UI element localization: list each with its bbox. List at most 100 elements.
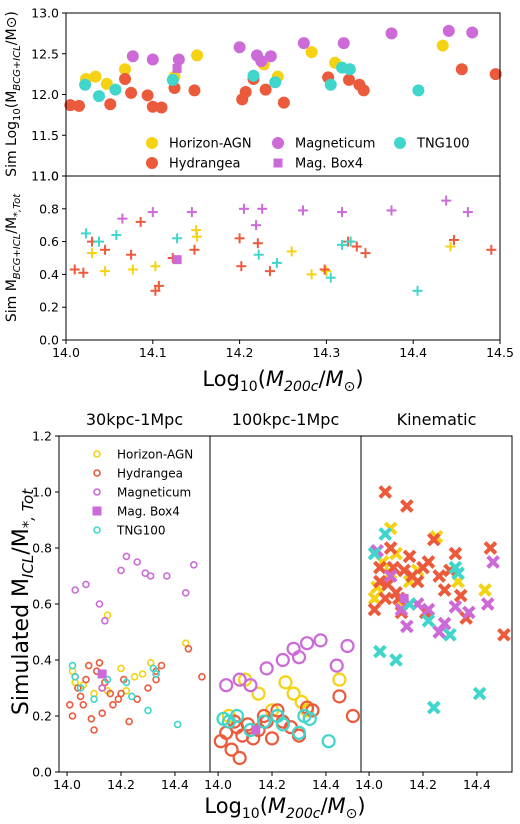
- sub0-point-3-3: [90, 695, 98, 704]
- bot-legend-label-2: Magneticum: [117, 486, 191, 500]
- sub2-point-2-3-b: [400, 619, 414, 634]
- sub0-point-1-6: [87, 714, 96, 723]
- sub2-xtick-label-2: 14.4: [463, 777, 491, 792]
- sub2-point-1-12: [410, 574, 425, 589]
- sub1-point-2-4: [275, 652, 290, 668]
- mid-point-2-8: [386, 205, 397, 216]
- sub2-point-4-0: [399, 593, 409, 603]
- sub0-point-1-15: [125, 717, 133, 726]
- sub2-point-3-9-b: [451, 566, 465, 581]
- sub0-point-1-5: [84, 661, 93, 670]
- top-point-1-13: [259, 83, 272, 96]
- sub2-point-1-27-b: [373, 574, 387, 589]
- sub2-point-1-14-b: [421, 555, 436, 569]
- sub1-point-3-7: [291, 725, 307, 740]
- sub2-point-1-10: [402, 549, 417, 564]
- sub2-point-1-0: [367, 602, 382, 617]
- mid-point-1-13: [264, 266, 275, 277]
- sub0-point-1-4: [82, 675, 90, 684]
- sub0-point-1-13: [117, 689, 125, 698]
- sub2-point-1-23: [497, 627, 511, 642]
- sub1-point-2-3: [259, 661, 274, 676]
- mid-ytick-label-0: 0.0: [39, 333, 59, 348]
- sub2-point-3-5: [421, 613, 436, 628]
- mid-ytick-label-4: 0.8: [39, 201, 59, 216]
- sub2-point-3-2: [378, 527, 393, 541]
- bot-xlabel: Log10(M200c/M⊙): [204, 794, 365, 822]
- mid-xtick-label-2: 14.2: [226, 345, 254, 360]
- sub2-point-1-12-b: [410, 574, 425, 589]
- mid-point-1-12: [252, 238, 263, 249]
- sub2-point-0-2-b: [375, 555, 390, 569]
- sub2-point-1-0-b: [367, 602, 382, 617]
- sub1-point-3-9: [302, 711, 317, 726]
- mid-xtick-label-4: 14.4: [399, 345, 427, 360]
- sub1-point-2-10: [291, 650, 307, 665]
- sub0-point-3-10: [173, 720, 182, 729]
- sub1-point-1-18: [345, 708, 361, 724]
- bot-legend-marker-1: [93, 469, 101, 477]
- sub0-point-2-8: [146, 572, 155, 580]
- sub2-point-2-5-b: [421, 602, 436, 617]
- sub0-point-3-5: [122, 678, 131, 687]
- top-point-0-8: [305, 46, 318, 59]
- sub2-point-2-9: [462, 605, 476, 620]
- mid-point-2-10: [462, 207, 473, 218]
- sub2-point-2-5: [421, 602, 436, 617]
- sub2-point-3-1-b: [373, 644, 387, 659]
- top-legend-marker-3: [146, 157, 158, 169]
- sub2-point-3-3: [389, 653, 403, 667]
- bot-legend-label-1: Hydrangea: [117, 467, 183, 481]
- sub2-point-1-27: [373, 574, 387, 589]
- sub0-point-3-7: [144, 706, 152, 715]
- sub1-point-1-11: [270, 703, 285, 718]
- sub2-point-2-3: [400, 619, 414, 634]
- top-point-2-10: [442, 24, 455, 37]
- sub2-point-2-11: [486, 555, 500, 569]
- bot-ytick-label-1: 0.2: [32, 709, 52, 724]
- sub0-point-1-9: [98, 709, 106, 718]
- subpanel-0: 30kpc-1Mpc 14.0 14.2 14.4: [53, 410, 211, 792]
- sub2-point-1-15: [426, 532, 441, 547]
- mid-point-3-8: [345, 236, 356, 247]
- sub2-point-1-3: [381, 577, 395, 592]
- sub2-xtick-label-1: 14.2: [409, 777, 437, 792]
- sub0-point-3-9: [152, 670, 160, 678]
- mid-xtick-label-1: 14.1: [139, 345, 167, 360]
- top-ylabel: Sim Log10(MBCG+ICL/M⊙): [4, 11, 23, 177]
- sub2-point-1-15-b: [426, 532, 441, 547]
- top-point-1-18: [357, 84, 370, 97]
- top-legend-marker-0: [146, 137, 158, 149]
- sub1-point-3-6: [275, 717, 290, 732]
- mid-xtick-label-5: 14.5: [486, 345, 514, 360]
- sub0-point-3-6: [128, 692, 136, 701]
- mid-point-1-18: [448, 234, 459, 245]
- sub0-xtick-label-2: 14.4: [161, 777, 189, 792]
- top-legend-label-4: Mag. Box4: [295, 157, 363, 172]
- mid-point-4-0: [172, 255, 182, 265]
- sub2-point-1-11-b: [405, 569, 420, 583]
- sub2-point-1-24-b: [400, 499, 414, 513]
- mid-xtick-label-0: 14.0: [52, 345, 80, 360]
- sub0-point-1-7: [90, 726, 98, 734]
- sub2-point-2-11-b: [486, 555, 500, 569]
- top-point-2-9: [385, 27, 398, 40]
- sub2-point-3-3-b: [389, 653, 403, 667]
- mid-point-0-8: [321, 266, 332, 277]
- mid-point-3-7: [337, 239, 348, 250]
- sub0-point-2-9: [163, 572, 171, 580]
- sub0-point-1-1: [68, 712, 77, 720]
- top-point-0-3: [119, 63, 132, 76]
- top-point-3-0: [79, 78, 92, 91]
- mid-point-3-9: [412, 285, 423, 296]
- top-point-1-7: [155, 101, 168, 114]
- bot-legend-label-0: Horizon-AGN: [117, 448, 193, 462]
- sub2-point-2-1-b: [383, 569, 398, 583]
- top-point-3-5: [269, 76, 282, 89]
- mid-point-1-16: [351, 241, 362, 252]
- mid-point-1-19: [486, 244, 497, 255]
- sub2-point-1-1: [373, 560, 387, 575]
- sub2-point-3-10: [472, 686, 487, 701]
- sub2-point-1-19-b: [448, 546, 463, 561]
- sub2-point-0-1-b: [370, 580, 385, 595]
